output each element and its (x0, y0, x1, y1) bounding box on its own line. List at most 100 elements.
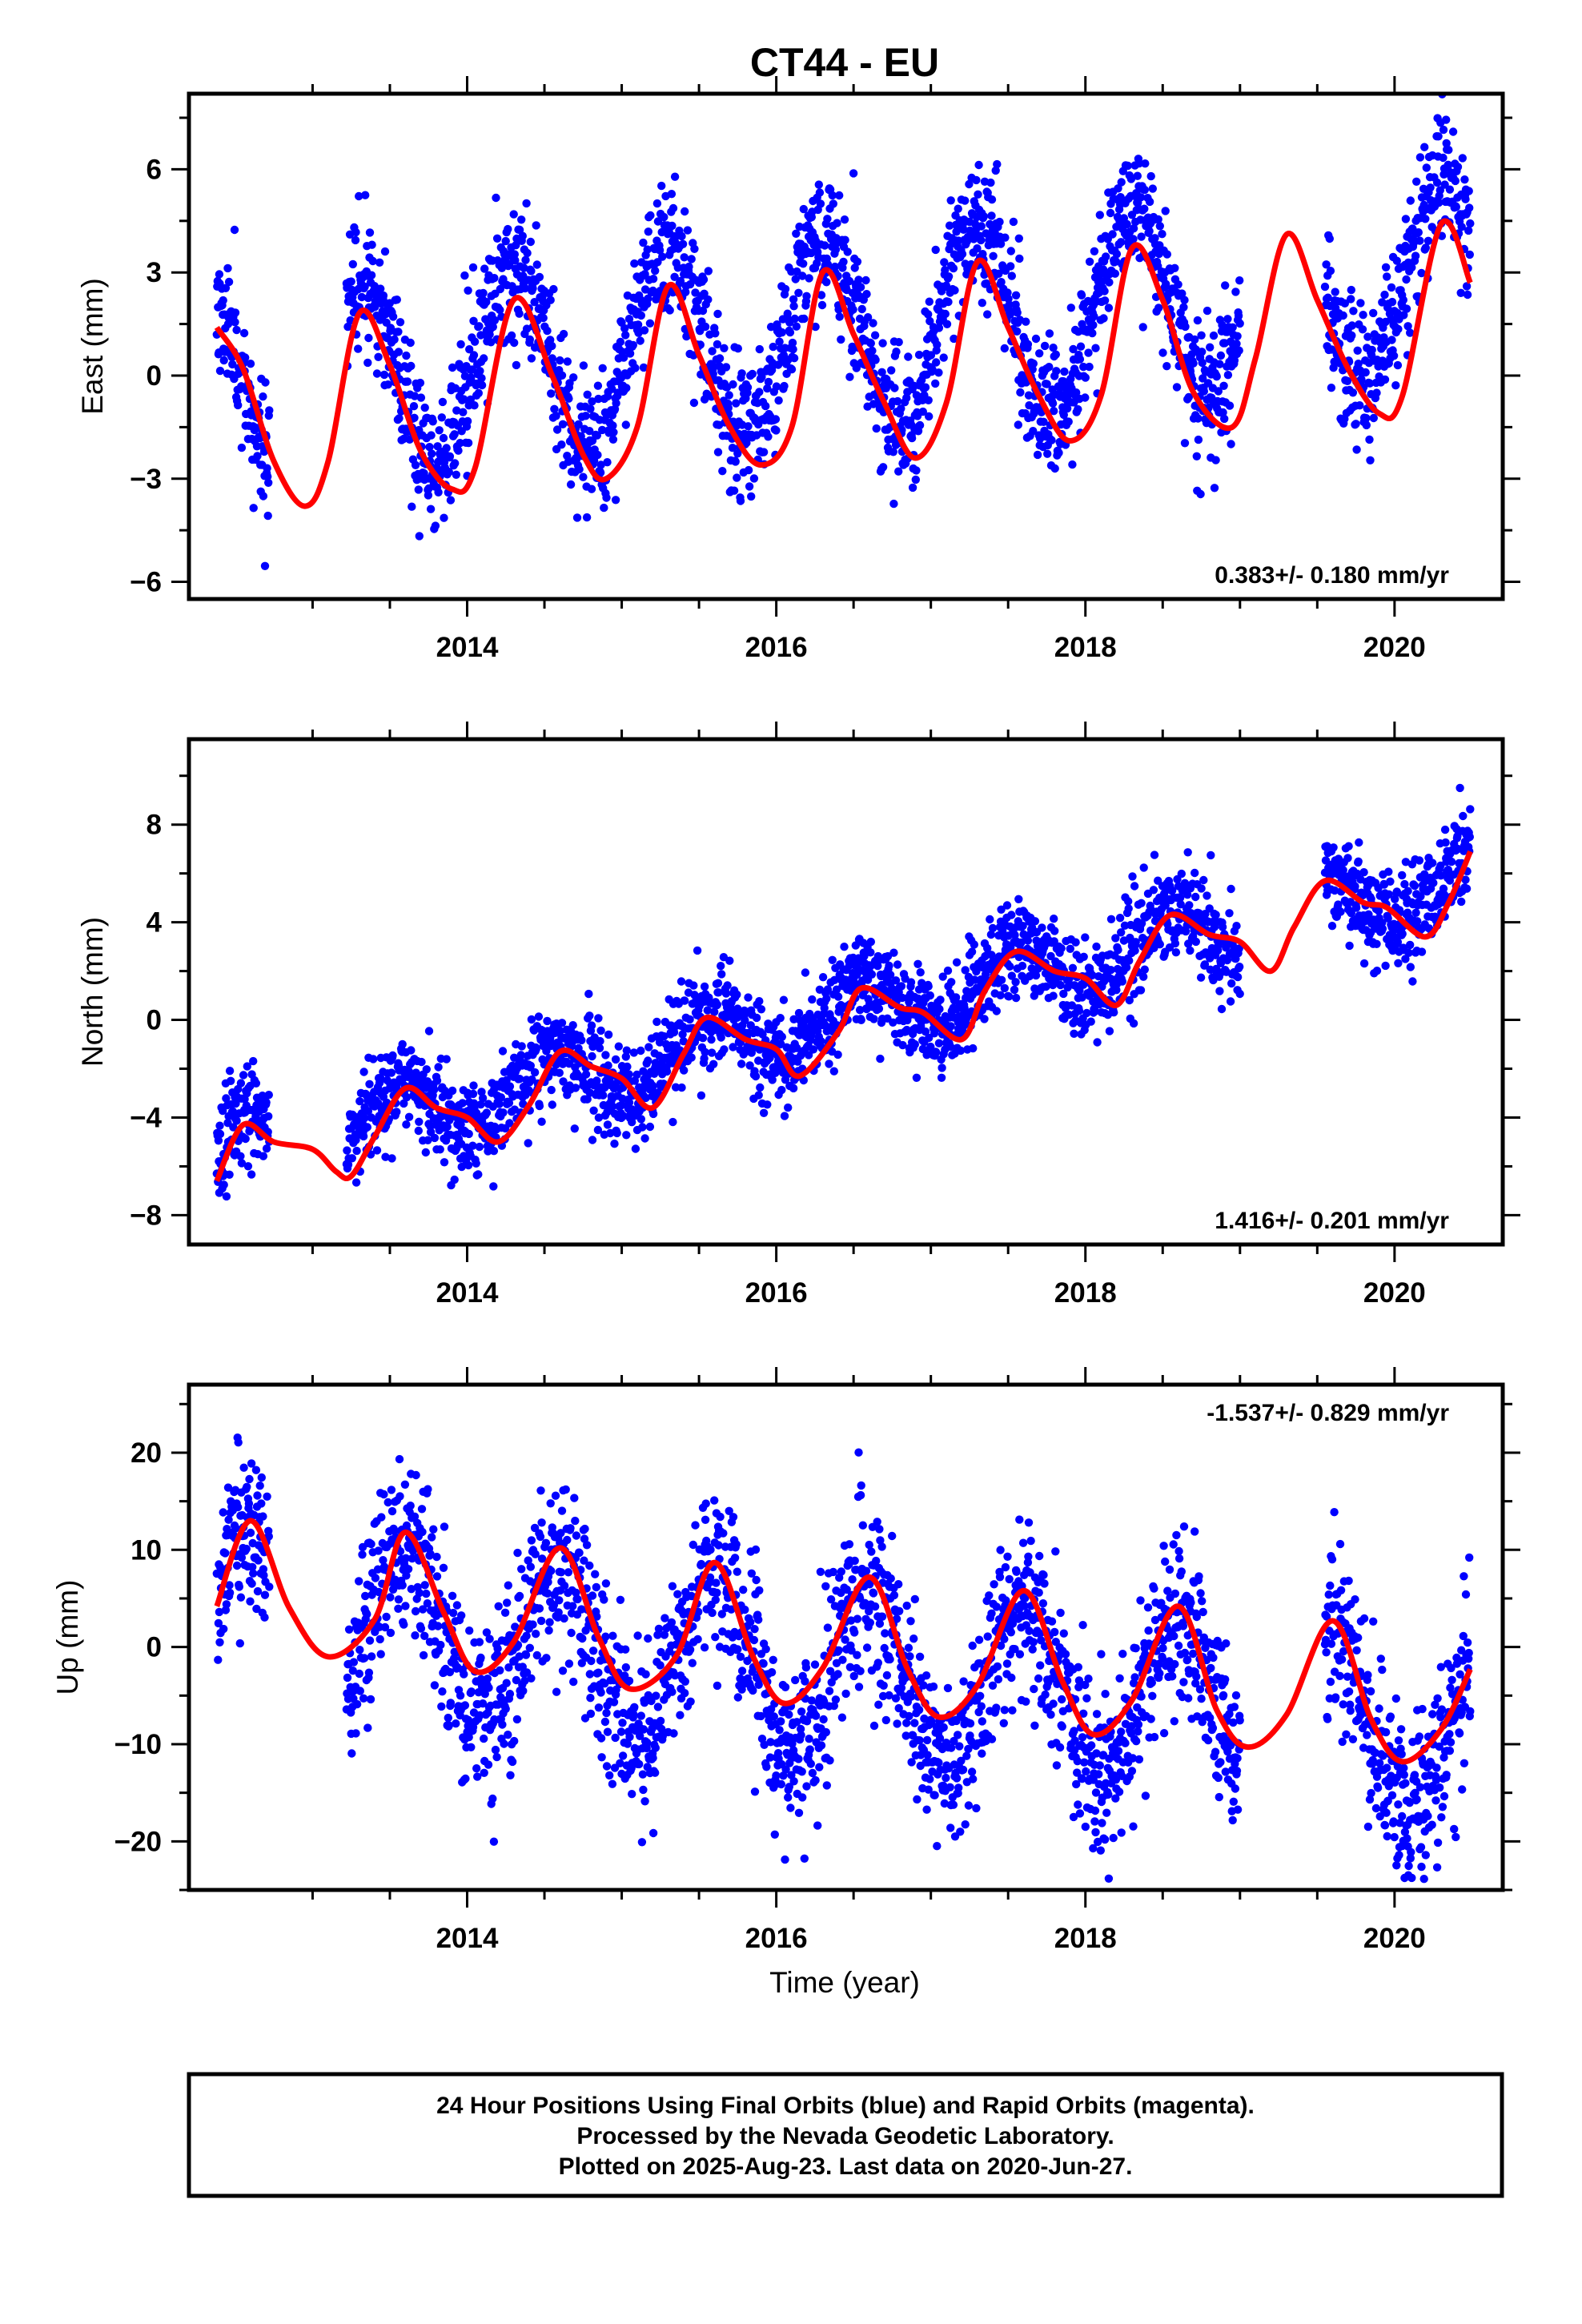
data-point (1320, 282, 1330, 292)
data-point (1137, 899, 1146, 908)
data-point (594, 394, 603, 404)
data-point (603, 1120, 612, 1129)
data-point (498, 1047, 508, 1055)
data-point (857, 1015, 865, 1025)
data-point (499, 1108, 508, 1117)
data-point (500, 1068, 509, 1076)
data-point (374, 352, 383, 361)
data-point (1230, 356, 1239, 365)
data-point (1085, 257, 1094, 266)
data-point (681, 207, 689, 216)
data-point (1074, 404, 1082, 414)
data-point (1407, 263, 1416, 272)
data-point (1023, 936, 1033, 945)
data-point (437, 413, 446, 422)
data-point (259, 1152, 268, 1160)
data-point (720, 344, 729, 352)
data-point (1129, 235, 1138, 243)
data-point (1411, 908, 1420, 918)
data-point (840, 943, 849, 951)
data-point (1464, 187, 1473, 195)
data-point (581, 1070, 591, 1079)
data-point (640, 270, 649, 279)
data-point (916, 968, 925, 977)
data-point (1406, 196, 1415, 205)
data-point (677, 977, 686, 986)
data-point (426, 505, 436, 513)
data-point (1227, 979, 1236, 988)
data-point (636, 311, 645, 320)
data-point (247, 1170, 256, 1179)
data-point (1002, 901, 1012, 910)
data-point (643, 245, 652, 254)
data-point (1105, 278, 1114, 287)
data-point (1095, 211, 1105, 219)
data-point (1451, 176, 1460, 186)
data-point (785, 328, 795, 337)
data-point (1435, 198, 1443, 207)
data-point (1465, 250, 1475, 259)
data-point (1398, 870, 1407, 880)
data-point (228, 1107, 237, 1116)
data-point (780, 1112, 789, 1120)
data-point (1231, 287, 1240, 296)
data-point (1415, 236, 1424, 245)
data-point (669, 1027, 679, 1037)
data-point (645, 1122, 655, 1132)
data-point (475, 322, 484, 331)
data-point (1017, 938, 1026, 947)
data-point (530, 1068, 540, 1077)
data-point (1123, 161, 1132, 171)
data-point (1394, 324, 1403, 334)
data-point (1081, 393, 1090, 402)
data-point (783, 309, 792, 318)
data-point (575, 464, 584, 474)
data-point (1162, 250, 1172, 259)
data-point (982, 279, 991, 288)
data-point (1340, 299, 1350, 308)
data-point (789, 295, 798, 304)
data-point (701, 322, 710, 332)
data-point (718, 467, 727, 476)
data-point (517, 215, 526, 224)
data-point (1079, 362, 1088, 372)
data-point (997, 975, 1006, 985)
data-point (425, 443, 434, 452)
y-tick-label: 6 (147, 154, 162, 185)
data-point (1457, 897, 1466, 907)
data-point (1358, 325, 1367, 334)
data-point (925, 412, 934, 421)
data-point (1362, 413, 1371, 423)
data-point (408, 502, 416, 511)
data-point (736, 497, 745, 505)
data-point (690, 244, 699, 253)
data-point (1384, 867, 1393, 876)
data-point (1124, 897, 1133, 906)
data-point (980, 1015, 989, 1023)
data-point (924, 310, 933, 319)
data-point (857, 304, 866, 314)
data-point (1084, 348, 1093, 357)
x-tick-label: 2018 (1054, 632, 1117, 663)
data-point (756, 1083, 765, 1092)
data-point (885, 971, 895, 979)
data-point (833, 1050, 842, 1059)
data-point (1134, 159, 1144, 168)
data-point (1050, 407, 1058, 416)
data-point (769, 342, 777, 352)
data-point (790, 314, 799, 324)
data-point (505, 1119, 514, 1128)
data-point (1214, 941, 1223, 950)
data-point (1464, 226, 1473, 235)
data-point (808, 995, 817, 1004)
data-point (983, 310, 992, 319)
data-point (586, 404, 595, 413)
data-point (507, 331, 516, 340)
data-point (728, 444, 737, 452)
data-point (518, 231, 527, 240)
data-point (1378, 298, 1387, 307)
data-point (388, 1051, 397, 1060)
data-point (996, 239, 1006, 248)
data-point (1059, 410, 1069, 420)
data-point (641, 1093, 650, 1103)
